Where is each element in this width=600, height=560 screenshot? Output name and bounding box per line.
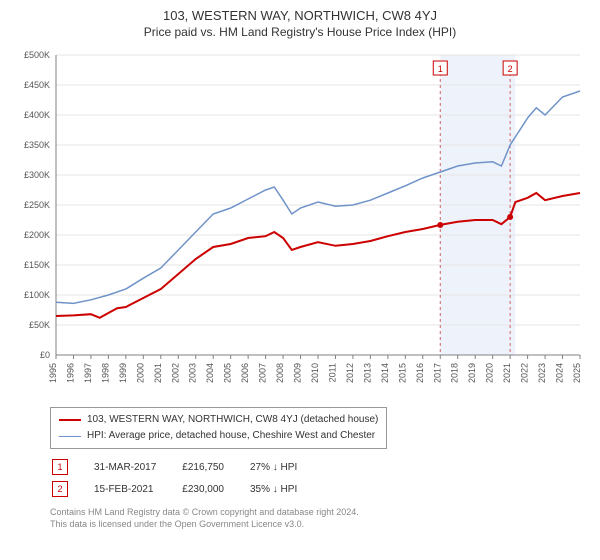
- sales-row: 2 15-FEB-2021£230,00035% ↓ HPI: [52, 479, 321, 499]
- y-tick-label: £300K: [24, 170, 50, 180]
- x-tick-label: 2001: [153, 363, 163, 383]
- x-tick-label: 2005: [223, 363, 233, 383]
- y-tick-label: £100K: [24, 290, 50, 300]
- x-tick-label: 2006: [240, 363, 250, 383]
- y-tick-label: £350K: [24, 140, 50, 150]
- legend-row: HPI: Average price, detached house, Ches…: [59, 428, 378, 444]
- sale-price: £230,000: [182, 479, 248, 499]
- x-tick-label: 2000: [135, 363, 145, 383]
- x-tick-label: 2021: [502, 363, 512, 383]
- legend-label: HPI: Average price, detached house, Ches…: [87, 428, 375, 444]
- x-tick-label: 2012: [345, 363, 355, 383]
- sale-delta: 35% ↓ HPI: [250, 479, 321, 499]
- y-tick-label: £400K: [24, 110, 50, 120]
- x-tick-label: 2023: [537, 363, 547, 383]
- x-tick-label: 2024: [555, 363, 565, 383]
- sales-row: 1 31-MAR-2017£216,75027% ↓ HPI: [52, 457, 321, 477]
- x-tick-label: 1996: [65, 363, 75, 383]
- y-tick-label: £150K: [24, 260, 50, 270]
- x-tick-label: 1999: [118, 363, 128, 383]
- x-tick-label: 2025: [572, 363, 582, 383]
- legend-swatch: [59, 419, 81, 421]
- chart-title-address: 103, WESTERN WAY, NORTHWICH, CW8 4YJ: [10, 8, 590, 23]
- chart-plot-area: £0 £50K £100K £150K £200K £250K £300K £350K £400…: [10, 47, 590, 397]
- x-tick-label: 2018: [450, 363, 460, 383]
- y-tick-label: £250K: [24, 200, 50, 210]
- line-chart-svg: £0 £50K £100K £150K £200K £250K £300K £350K £400…: [10, 47, 590, 397]
- sale-delta: 27% ↓ HPI: [250, 457, 321, 477]
- sale-marker-badge-text: 2: [508, 64, 513, 74]
- x-tick-label: 2009: [293, 363, 303, 383]
- x-tick-label: 2016: [415, 363, 425, 383]
- footer-attribution: Contains HM Land Registry data © Crown c…: [50, 507, 590, 530]
- x-tick-label: 2015: [397, 363, 407, 383]
- x-tick-label: 1997: [83, 363, 93, 383]
- chart-container: 103, WESTERN WAY, NORTHWICH, CW8 4YJ Pri…: [0, 0, 600, 540]
- sale-badge-cell: 1: [52, 457, 92, 477]
- x-tick-label: 2004: [205, 363, 215, 383]
- y-tick-label: £500K: [24, 50, 50, 60]
- sale-badge-cell: 2: [52, 479, 92, 499]
- sale-date: 15-FEB-2021: [94, 479, 180, 499]
- legend: 103, WESTERN WAY, NORTHWICH, CW8 4YJ (de…: [50, 407, 387, 449]
- sale-date: 31-MAR-2017: [94, 457, 180, 477]
- y-tick-label: £450K: [24, 80, 50, 90]
- sales-table: 1 31-MAR-2017£216,75027% ↓ HPI 2 15-FEB-202…: [50, 455, 323, 501]
- sale-badge: 1: [52, 459, 68, 475]
- sale-price: £216,750: [182, 457, 248, 477]
- x-tick-label: 2013: [362, 363, 372, 383]
- x-tick-label: 2010: [310, 363, 320, 383]
- sale-badge: 2: [52, 481, 68, 497]
- x-tick-label: 2011: [327, 363, 337, 382]
- x-tick-label: 2014: [380, 363, 390, 383]
- x-tick-label: 1995: [48, 363, 58, 383]
- x-tick-label: 2003: [188, 363, 198, 383]
- x-tick-label: 1998: [100, 363, 110, 383]
- x-tick-label: 2007: [258, 363, 268, 383]
- x-tick-label: 2002: [170, 363, 180, 383]
- legend-row: 103, WESTERN WAY, NORTHWICH, CW8 4YJ (de…: [59, 412, 378, 428]
- chart-subtitle: Price paid vs. HM Land Registry's House …: [10, 25, 590, 39]
- legend-label: 103, WESTERN WAY, NORTHWICH, CW8 4YJ (de…: [87, 412, 378, 428]
- x-tick-label: 2022: [520, 363, 530, 383]
- y-tick-label: £0: [40, 350, 50, 360]
- footer-line1: Contains HM Land Registry data © Crown c…: [50, 507, 590, 519]
- x-tick-label: 2017: [432, 363, 442, 383]
- legend-swatch: [59, 436, 81, 437]
- sale-marker-badge-text: 1: [438, 64, 443, 74]
- footer-line2: This data is licensed under the Open Gov…: [50, 519, 590, 531]
- x-tick-label: 2008: [275, 363, 285, 383]
- y-tick-label: £200K: [24, 230, 50, 240]
- y-tick-label: £50K: [29, 320, 50, 330]
- x-tick-label: 2019: [467, 363, 477, 383]
- x-tick-label: 2020: [485, 363, 495, 383]
